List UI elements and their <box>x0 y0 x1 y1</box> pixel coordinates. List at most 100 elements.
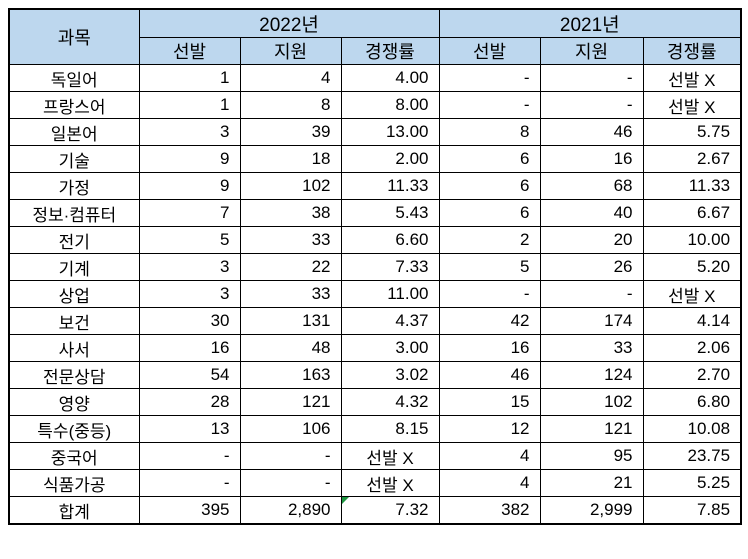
col-header-2021-seonbal: 선발 <box>438 37 541 65</box>
value-cell: 23.75 <box>642 442 742 470</box>
value-cell: 21 <box>539 469 644 497</box>
value-cell: 1 <box>138 64 241 92</box>
value-cell: 6.80 <box>642 388 742 416</box>
value-cell: 7.85 <box>642 496 742 525</box>
value-cell: 4 <box>438 442 541 470</box>
value-cell: 7.32 <box>340 496 440 525</box>
subject-cell: 중국어 <box>8 442 140 470</box>
value-cell: 121 <box>539 415 644 443</box>
year-2022-header: 2022년 <box>138 8 440 38</box>
value-cell: 9 <box>138 172 241 200</box>
value-cell: 2,999 <box>539 496 644 525</box>
value-cell: 6.67 <box>642 199 742 227</box>
value-cell: 7.33 <box>340 253 440 281</box>
value-cell: 선발 X <box>340 442 440 470</box>
value-cell: 8 <box>438 118 541 146</box>
value-cell: - <box>138 469 241 497</box>
value-cell: - <box>138 442 241 470</box>
value-cell: 28 <box>138 388 241 416</box>
table-header: 과목 2022년 2021년 선발 지원 경쟁률 선발 지원 경쟁률 <box>8 8 742 65</box>
value-cell: 46 <box>539 118 644 146</box>
value-cell: 11.33 <box>340 172 440 200</box>
value-cell: 40 <box>539 199 644 227</box>
table-row: 전문상담 54 163 3.02 46 124 2.70 <box>8 361 742 389</box>
subject-cell: 합계 <box>8 496 140 525</box>
value-cell: - <box>539 64 644 92</box>
value-cell: 102 <box>239 172 342 200</box>
subject-cell: 독일어 <box>8 64 140 92</box>
value-cell: 2,890 <box>239 496 342 525</box>
value-cell: 5.25 <box>642 469 742 497</box>
value-cell: 3 <box>138 118 241 146</box>
value-cell: 42 <box>438 307 541 335</box>
subject-cell: 프랑스어 <box>8 91 140 119</box>
table-row: 사서 16 48 3.00 16 33 2.06 <box>8 334 742 362</box>
value-cell: 3 <box>138 253 241 281</box>
value-cell: 4 <box>239 64 342 92</box>
value-cell: 16 <box>539 145 644 173</box>
value-cell: 6.60 <box>340 226 440 254</box>
value-cell: 5.20 <box>642 253 742 281</box>
value-cell: 33 <box>539 334 644 362</box>
value-cell: 6 <box>438 172 541 200</box>
value-cell: 선발 X <box>642 280 742 308</box>
excel-error-triangle-icon <box>342 497 349 504</box>
table-row: 일본어 3 39 13.00 8 46 5.75 <box>8 118 742 146</box>
value-cell: 48 <box>239 334 342 362</box>
subject-cell: 전문상담 <box>8 361 140 389</box>
value-cell: 2 <box>438 226 541 254</box>
value-cell: 16 <box>138 334 241 362</box>
value-cell: 12 <box>438 415 541 443</box>
value-cell: 382 <box>438 496 541 525</box>
subject-cell: 특수(중등) <box>8 415 140 443</box>
value-cell: 5 <box>438 253 541 281</box>
table-row: 보건 30 131 4.37 42 174 4.14 <box>8 307 742 335</box>
header-row-measures: 선발 지원 경쟁률 선발 지원 경쟁률 <box>9 37 742 65</box>
value-cell: 2.06 <box>642 334 742 362</box>
value-cell: - <box>438 280 541 308</box>
value-cell: 46 <box>438 361 541 389</box>
value-cell: 4.32 <box>340 388 440 416</box>
value-cell: 22 <box>239 253 342 281</box>
table-row: 특수(중등) 13 106 8.15 12 121 10.08 <box>8 415 742 443</box>
value-cell: 124 <box>539 361 644 389</box>
value-cell: 18 <box>239 145 342 173</box>
value-cell: 95 <box>539 442 644 470</box>
table-row: 식품가공 - - 선발 X 4 21 5.25 <box>8 469 742 497</box>
value-cell: 163 <box>239 361 342 389</box>
table-row: 합계 395 2,890 7.32 382 2,999 7.85 <box>8 496 742 525</box>
value-cell: 6 <box>438 199 541 227</box>
table-row: 영양 28 121 4.32 15 102 6.80 <box>8 388 742 416</box>
col-header-2022-ratio: 경쟁률 <box>340 37 440 65</box>
table-row: 중국어 - - 선발 X 4 95 23.75 <box>8 442 742 470</box>
value-cell: 2.00 <box>340 145 440 173</box>
value-cell: - <box>438 91 541 119</box>
value-cell: - <box>438 64 541 92</box>
value-cell: 39 <box>239 118 342 146</box>
value-cell: 4.00 <box>340 64 440 92</box>
value-cell: 33 <box>239 226 342 254</box>
value-cell: 5 <box>138 226 241 254</box>
value-cell: 4 <box>438 469 541 497</box>
value-cell: 68 <box>539 172 644 200</box>
subject-cell: 식품가공 <box>8 469 140 497</box>
subject-cell: 가정 <box>8 172 140 200</box>
value-cell: 4.14 <box>642 307 742 335</box>
value-cell: 3.02 <box>340 361 440 389</box>
header-row-years: 과목 2022년 2021년 <box>8 8 742 65</box>
value-cell: 8 <box>239 91 342 119</box>
value-cell: - <box>239 469 342 497</box>
value-cell: 3 <box>138 280 241 308</box>
value-cell: 2.70 <box>642 361 742 389</box>
subject-cell: 상업 <box>8 280 140 308</box>
value-cell: 121 <box>239 388 342 416</box>
subject-cell: 전기 <box>8 226 140 254</box>
table-row: 정보·컴퓨터 7 38 5.43 6 40 6.67 <box>8 199 742 227</box>
value-cell: 9 <box>138 145 241 173</box>
subject-cell: 사서 <box>8 334 140 362</box>
subject-cell: 정보·컴퓨터 <box>8 199 140 227</box>
value-cell: 4.37 <box>340 307 440 335</box>
col-header-2021-jiwon: 지원 <box>539 37 644 65</box>
value-cell: 38 <box>239 199 342 227</box>
